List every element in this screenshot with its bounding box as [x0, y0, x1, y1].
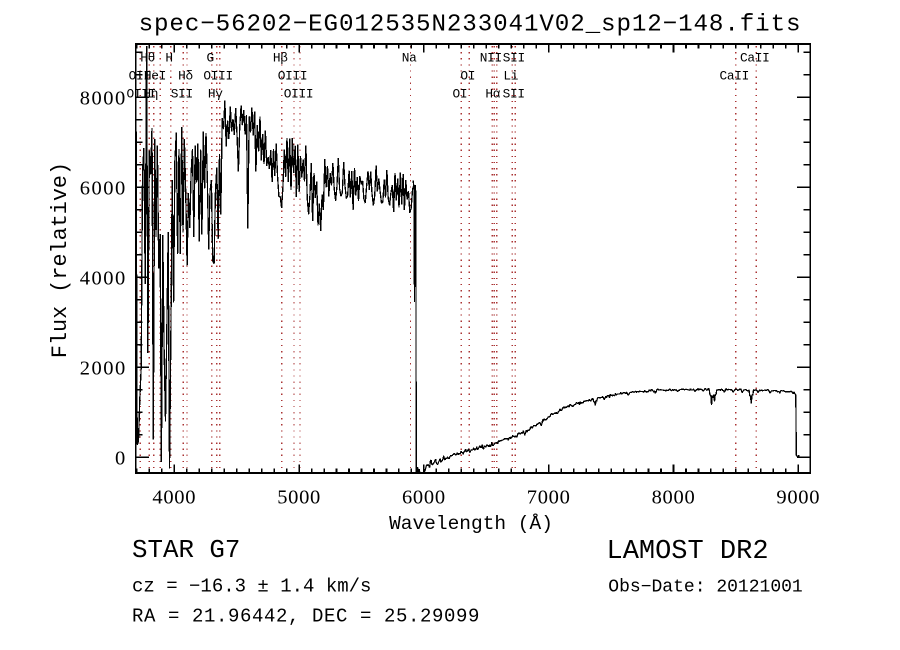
svg-text:LAMOST DR2: LAMOST DR2: [607, 537, 769, 567]
svg-text:NII: NII: [480, 51, 502, 66]
svg-text:SII: SII: [503, 86, 525, 101]
svg-text:8000: 8000: [652, 487, 696, 509]
svg-text:H: H: [165, 51, 172, 66]
svg-text:SII: SII: [503, 51, 525, 66]
svg-text:6000: 6000: [402, 487, 446, 509]
svg-text:4000: 4000: [80, 267, 127, 289]
svg-text:CaII: CaII: [720, 69, 750, 84]
svg-text:Hη: Hη: [143, 86, 158, 101]
svg-text:Hα: Hα: [485, 86, 500, 101]
svg-text:Hδ: Hδ: [178, 69, 193, 84]
svg-text:Li: Li: [503, 69, 518, 84]
svg-text:Hβ: Hβ: [273, 51, 288, 66]
svg-text:Hθ: Hθ: [140, 51, 155, 66]
svg-text:spec−56202−EG012535N233041V02_: spec−56202−EG012535N233041V02_sp12−148.f…: [139, 12, 802, 39]
svg-text:Flux (relative): Flux (relative): [48, 162, 73, 358]
svg-text:8000: 8000: [80, 87, 127, 109]
svg-text:Hγ: Hγ: [208, 86, 223, 101]
svg-text:OII: OII: [129, 69, 151, 84]
svg-text:9000: 9000: [776, 487, 820, 509]
svg-text:OI: OI: [453, 86, 468, 101]
svg-text:Na: Na: [402, 51, 417, 66]
svg-text:4000: 4000: [152, 487, 196, 509]
svg-text:HeI: HeI: [144, 69, 166, 84]
svg-text:RA = 21.96442, DEC = 25.2909: RA = 21.96442, DEC = 25.29099: [132, 606, 480, 628]
svg-text:7000: 7000: [527, 487, 571, 509]
svg-text:CaII: CaII: [740, 51, 770, 66]
svg-text:0: 0: [115, 447, 127, 469]
svg-text:G: G: [207, 51, 214, 66]
svg-text:6000: 6000: [80, 177, 127, 199]
svg-text:OIII: OIII: [203, 69, 233, 84]
svg-text:Wavelength (Å): Wavelength (Å): [389, 513, 553, 535]
svg-text:SII: SII: [171, 86, 193, 101]
svg-text:OI: OI: [460, 69, 475, 84]
svg-text:cz = −16.3 ± 1.4 km/s: cz = −16.3 ± 1.4 km/s: [132, 576, 371, 598]
svg-text:OIII: OIII: [278, 69, 308, 84]
svg-text:STAR G7: STAR G7: [132, 536, 240, 565]
svg-text:OIII: OIII: [284, 86, 314, 101]
svg-text:OIII: OIII: [127, 86, 157, 101]
svg-text:Obs−Date: 20121001: Obs−Date: 20121001: [608, 577, 802, 597]
svg-text:5000: 5000: [277, 487, 321, 509]
svg-text:2000: 2000: [80, 357, 127, 379]
